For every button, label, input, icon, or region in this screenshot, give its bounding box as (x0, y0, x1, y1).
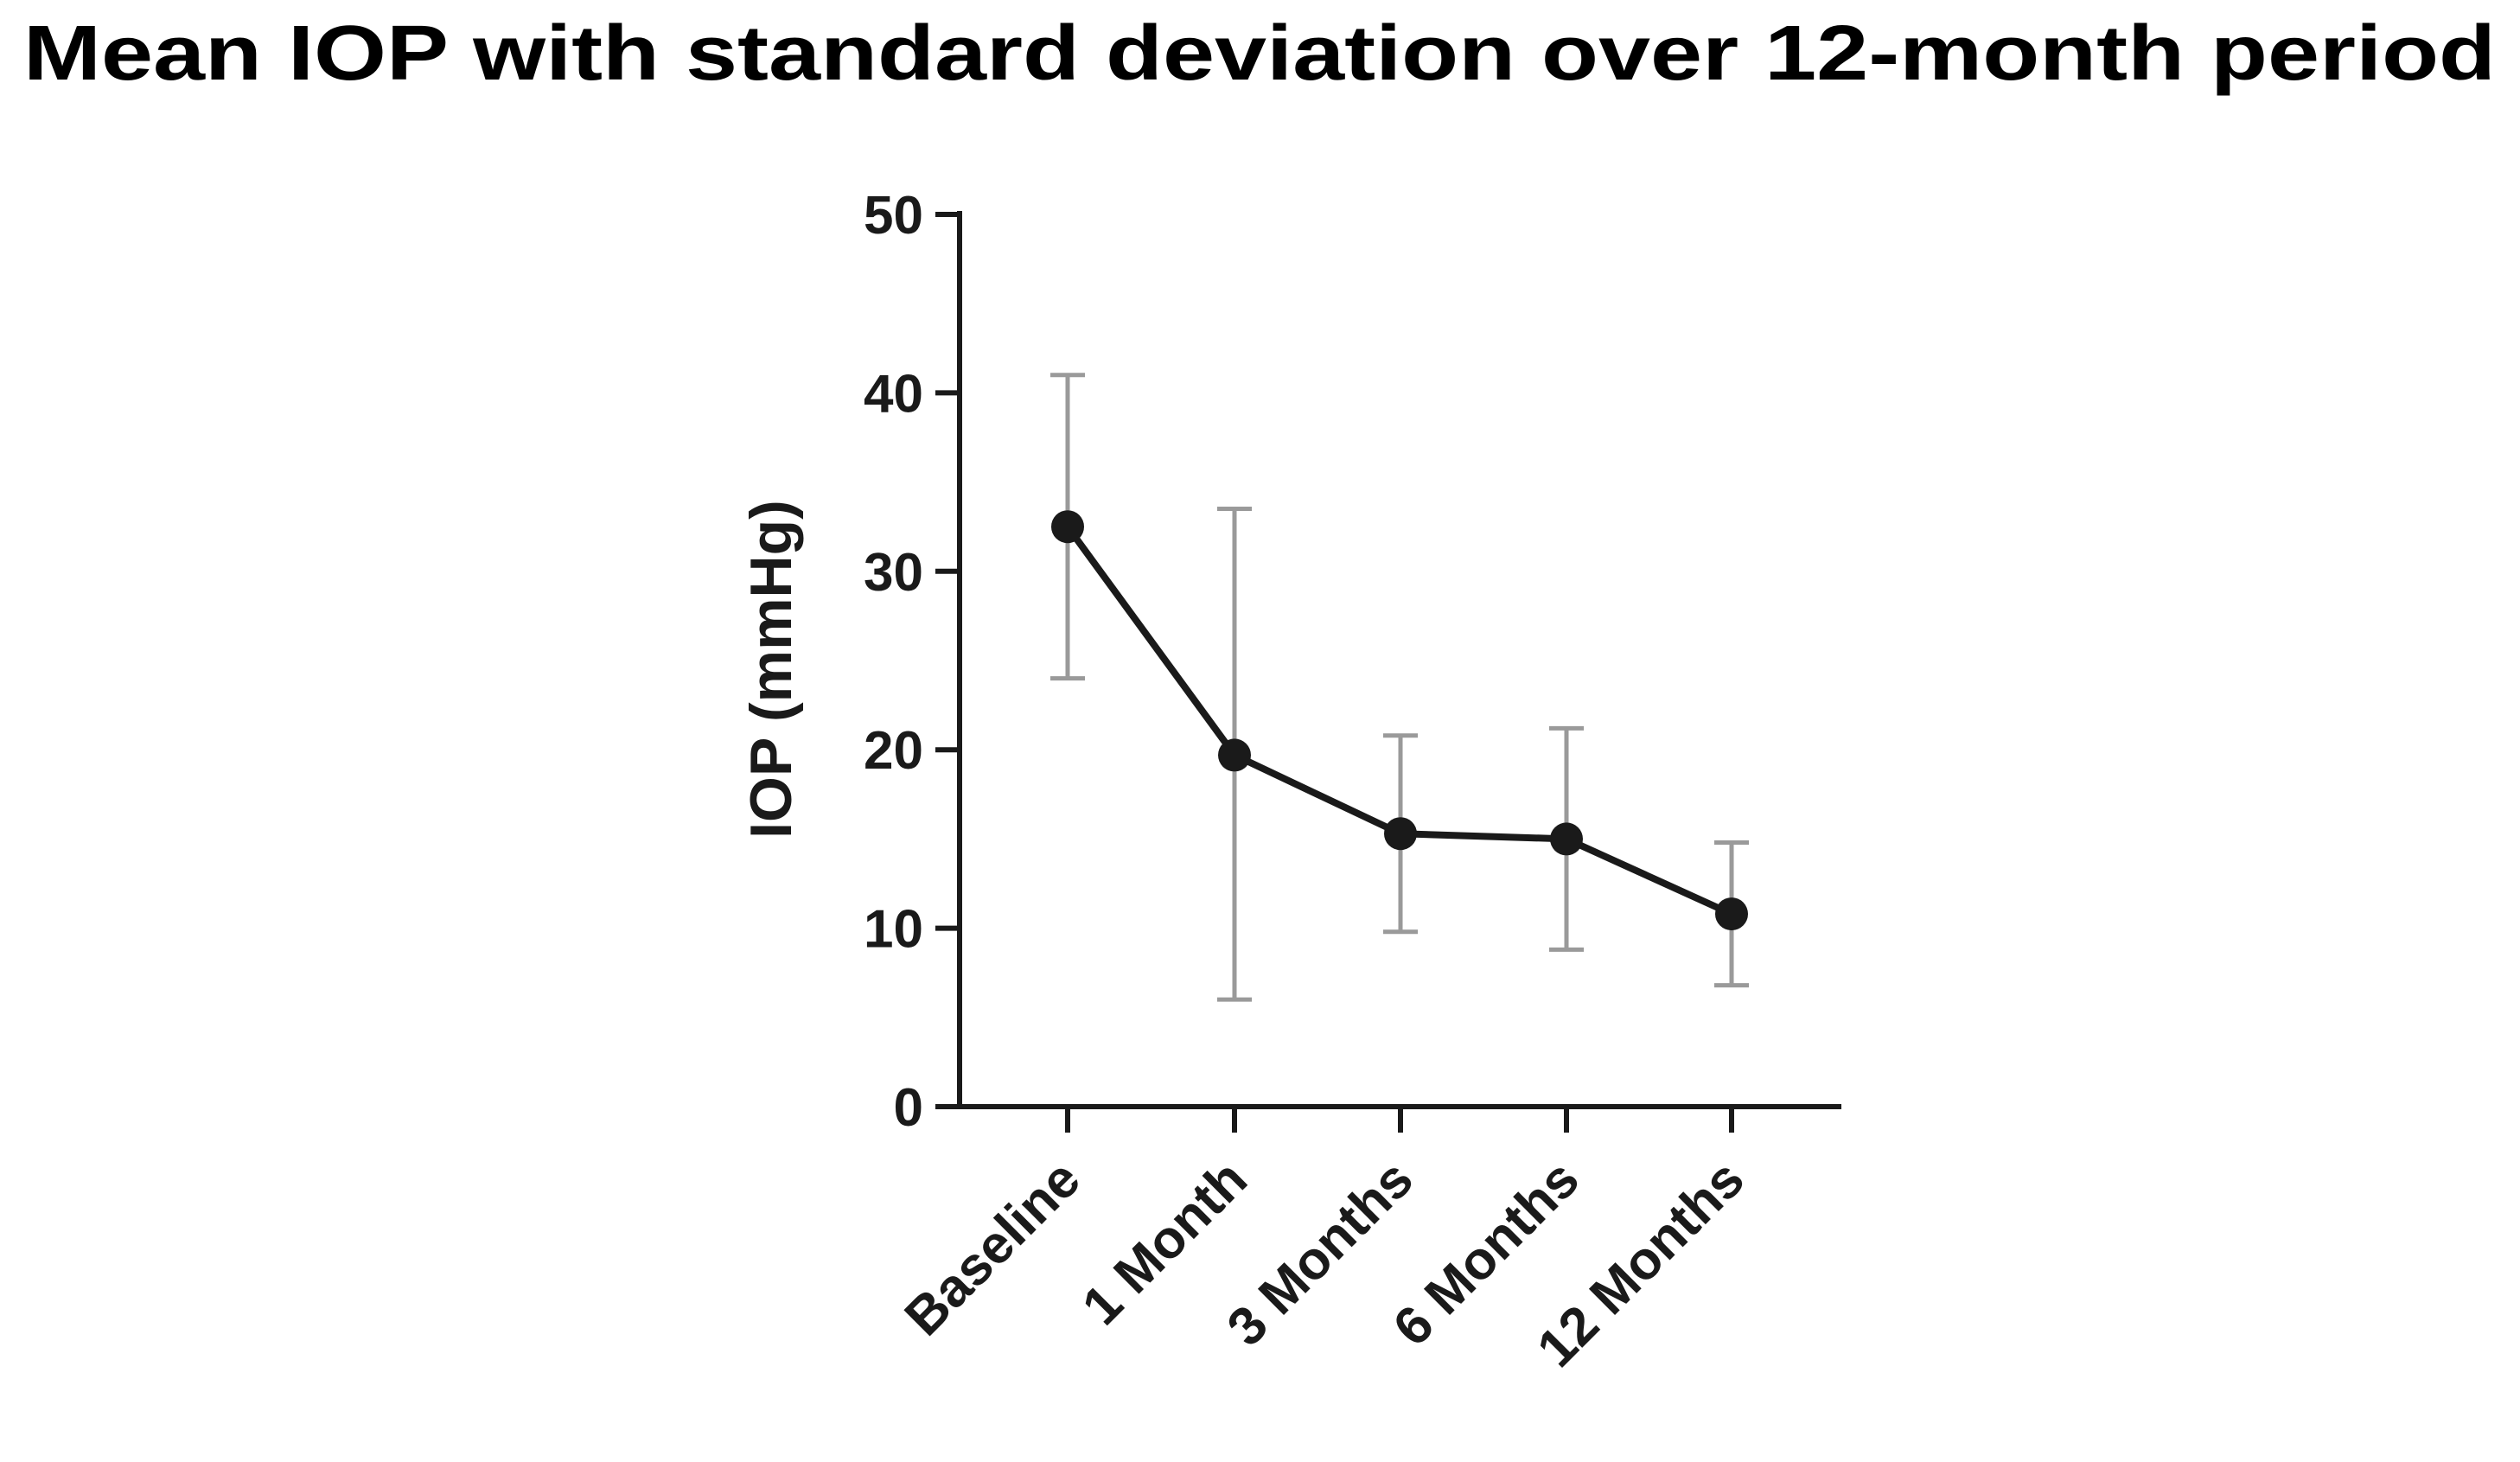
chart-title: Mean IOP with standard deviation over 12… (23, 10, 2496, 97)
data-point (1715, 897, 1748, 931)
y-tick-label: 20 (864, 721, 923, 781)
y-tick-label: 30 (864, 543, 923, 603)
data-point (1218, 738, 1251, 772)
x-tick-label: Baseline (894, 1149, 1092, 1347)
y-tick-label: 10 (864, 900, 923, 960)
data-point (1051, 510, 1084, 544)
y-tick-label: 0 (894, 1078, 923, 1138)
data-point (1384, 817, 1417, 851)
y-axis-label: IOP (mmHg) (738, 500, 804, 839)
y-tick-label: 50 (864, 186, 923, 246)
data-point (1550, 822, 1583, 856)
y-tick-label: 40 (864, 364, 923, 424)
